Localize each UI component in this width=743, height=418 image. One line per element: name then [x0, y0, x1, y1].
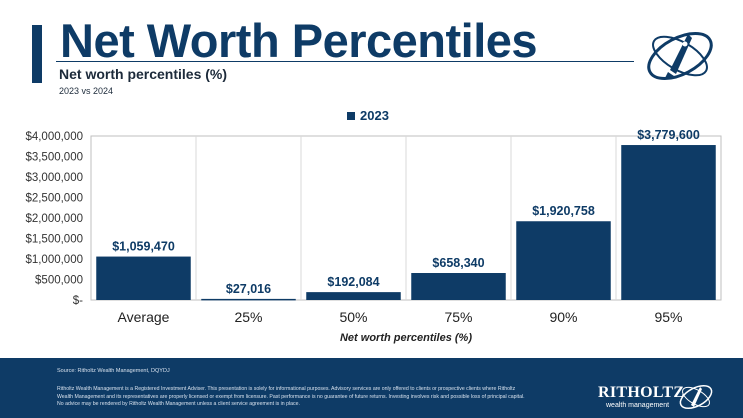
bar: [621, 145, 716, 300]
data-label: $192,084: [327, 275, 379, 289]
data-label: $27,016: [226, 282, 271, 296]
brand-logo: RITHOLTZ wealth management: [598, 380, 728, 414]
y-tick-label: $3,000,000: [25, 172, 83, 184]
chart-subsubtitle: 2023 vs 2024: [59, 86, 114, 96]
bar: [411, 273, 506, 300]
chart-subtitle: Net worth percentiles (%): [59, 66, 228, 82]
data-label: $3,779,600: [637, 128, 700, 142]
x-tick-label: 25%: [234, 309, 262, 325]
x-tick-label: 50%: [339, 309, 367, 325]
x-tick-label: 90%: [549, 309, 577, 325]
legend-label: 2023: [360, 108, 389, 123]
brand-mark-icon: [679, 384, 713, 410]
title-accent-bar: [32, 25, 42, 83]
data-label: $1,920,758: [532, 204, 595, 218]
bar: [96, 256, 191, 300]
x-tick-label: 95%: [654, 309, 682, 325]
y-tick-label: $2,500,000: [25, 193, 83, 205]
x-axis-title: Net worth percentiles (%): [340, 332, 472, 344]
data-label: $658,340: [432, 256, 484, 270]
y-tick-label: $-: [73, 295, 83, 307]
bar: [201, 298, 296, 301]
y-tick-label: $500,000: [35, 275, 83, 287]
bar: [306, 292, 401, 300]
y-tick-label: $1,000,000: [25, 254, 83, 266]
brand-name: RITHOLTZ: [598, 384, 685, 401]
y-tick-label: $1,500,000: [25, 234, 83, 246]
x-tick-label: Average: [118, 309, 170, 325]
footer: Source: Ritholtz Wealth Management, DQYD…: [0, 358, 743, 418]
y-tick-label: $3,500,000: [25, 152, 83, 164]
y-tick-label: $2,000,000: [25, 213, 83, 225]
page-title: Net Worth Percentiles: [60, 14, 538, 67]
bar: [516, 221, 611, 300]
y-tick-label: $4,000,000: [25, 131, 83, 143]
title-divider: [56, 61, 634, 62]
chart-legend: 2023: [347, 108, 389, 123]
disclaimer: Ritholtz Wealth Management is a Register…: [57, 386, 525, 407]
rocket-globe-icon: [647, 31, 713, 81]
data-label: $1,059,470: [112, 240, 175, 254]
bar-chart: $- $500,000 $1,000,000 $1,500,000 $2,000,000…: [25, 128, 722, 344]
x-tick-label: 75%: [444, 309, 472, 325]
source-note: Source: Ritholtz Wealth Management, DQYD…: [57, 368, 170, 374]
brand-subtitle: wealth management: [606, 402, 670, 409]
legend-swatch: [347, 111, 355, 120]
